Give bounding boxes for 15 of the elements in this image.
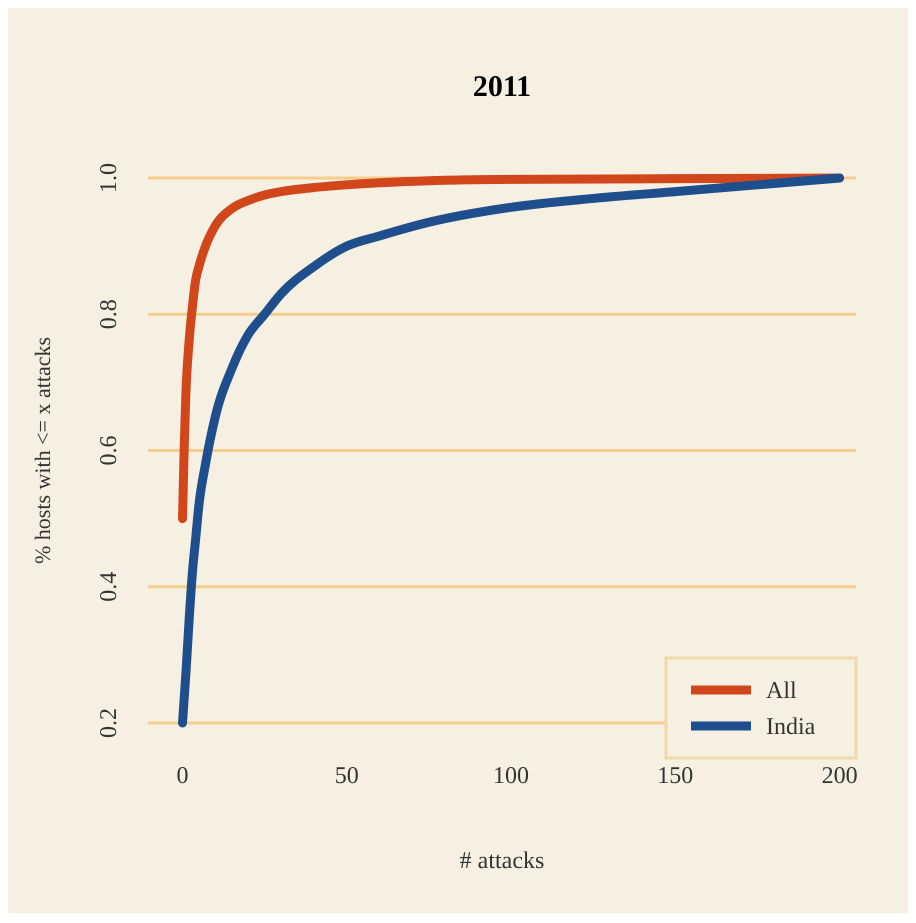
legend-label: India [766, 714, 816, 740]
y-tick-label: 0.4 [96, 572, 122, 602]
chart-title: 2011 [472, 70, 532, 103]
x-tick-label: 150 [657, 763, 694, 789]
y-tick-label: 0.8 [96, 299, 122, 330]
x-tick-label: 50 [334, 763, 359, 789]
x-axis-title: # attacks [460, 848, 544, 874]
y-tick-label: 0.6 [96, 436, 122, 466]
y-axis-title: % hosts with <= x attacks [30, 336, 55, 564]
y-tick-label: 1.0 [96, 163, 122, 193]
x-tick-label: 100 [493, 763, 530, 789]
x-tick-label: 200 [822, 763, 858, 789]
y-tick-label: 0.2 [96, 708, 122, 738]
legend-label: All [766, 678, 797, 704]
x-tick-label: 0 [176, 763, 188, 789]
